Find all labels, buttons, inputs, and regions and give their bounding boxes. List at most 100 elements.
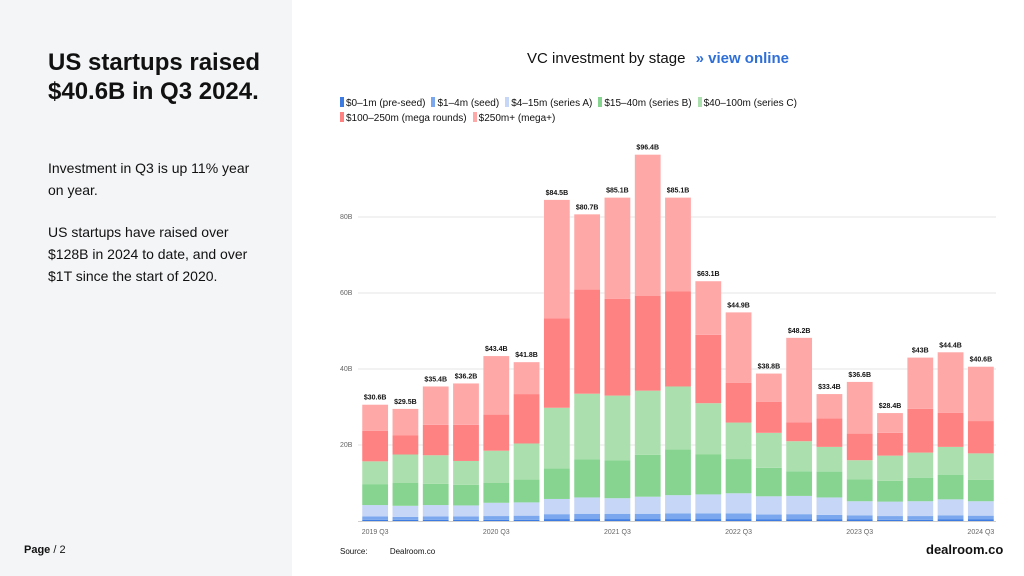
bar-segment <box>695 519 722 521</box>
bar-segment <box>907 516 934 520</box>
bar-segment <box>816 497 843 515</box>
legend-swatch <box>340 97 344 107</box>
bar-segment <box>453 516 479 520</box>
legend-swatch <box>697 97 702 107</box>
bar-segment <box>362 430 389 462</box>
bar-total-label: $30.6B <box>364 395 387 402</box>
bar-segment <box>422 455 449 484</box>
bar-segment <box>846 433 873 461</box>
bar-segment <box>422 516 449 520</box>
bar-segment <box>634 454 661 497</box>
bar-segment <box>846 501 873 516</box>
bar-total-label: $36.2B <box>455 373 478 380</box>
bar-segment <box>816 394 843 419</box>
bar-segment <box>422 519 449 521</box>
bar-segment <box>574 289 601 394</box>
bar-segment <box>786 441 813 472</box>
source-note: Source: Dealroom.co <box>340 547 435 556</box>
bar-segment <box>604 513 631 520</box>
bar-segment <box>816 514 843 520</box>
bar-segment <box>392 516 419 520</box>
y-tick-label: 80B <box>340 214 353 221</box>
bar-segment <box>937 446 964 475</box>
bar-total-label: $84.5B <box>546 190 569 197</box>
bar-segment <box>967 515 994 520</box>
bar-segment <box>967 479 994 502</box>
bar-total-label: $85.1B <box>667 188 690 195</box>
bar-segment <box>634 496 661 514</box>
bar-total-label: $41.8B <box>515 352 538 359</box>
left-panel <box>0 0 292 576</box>
bar-segment <box>634 513 661 520</box>
bar-segment <box>543 514 570 520</box>
page-prefix: Page <box>24 544 51 556</box>
legend-item[interactable]: $1–4m (seed) <box>431 96 499 111</box>
bar-segment <box>422 483 449 506</box>
legend-item[interactable]: $15–40m (series B) <box>598 96 692 111</box>
bar-segment <box>786 471 813 496</box>
bar-segment <box>483 356 510 415</box>
bar-segment <box>392 408 419 436</box>
bar-segment <box>604 460 631 499</box>
bar-segment <box>392 454 419 483</box>
source-value: Dealroom.co <box>389 547 436 556</box>
bar-segment <box>543 407 570 469</box>
legend-item[interactable]: $100–250m (mega rounds) <box>340 111 467 126</box>
bar-segment <box>665 495 691 514</box>
bar-total-label: $44.9B <box>727 302 750 309</box>
bar-segment <box>513 443 540 480</box>
legend-label: $250m+ (mega+) <box>478 113 556 124</box>
bar-segment <box>634 295 661 391</box>
bar-segment <box>362 484 389 506</box>
bar-segment <box>725 513 752 520</box>
bar-segment <box>362 505 389 517</box>
bar-segment <box>907 357 934 409</box>
bar-total-label: $33.4B <box>818 384 841 391</box>
legend-item[interactable]: $4–15m (series A) <box>505 96 592 111</box>
bar-segment <box>604 298 631 396</box>
bar-segment <box>634 154 661 296</box>
bar-segment <box>816 446 843 472</box>
bar-segment <box>877 480 903 502</box>
headline: US startups raised $40.6B in Q3 2024. <box>48 49 261 105</box>
bar-segment <box>967 421 994 454</box>
bar-segment <box>665 386 691 450</box>
chart-title: VC investment by stage » view online <box>292 50 1024 67</box>
bar-total-label: $29.5B <box>394 399 417 406</box>
bar-segment <box>877 519 903 521</box>
bar-total-label: $43B <box>912 348 929 355</box>
legend-item[interactable]: $40–100m (series C) <box>697 96 797 111</box>
bar-total-label: $43.4B <box>485 346 508 353</box>
legend-swatch <box>431 97 436 107</box>
bar-segment <box>877 413 903 433</box>
bar-segment <box>392 505 419 517</box>
bar-segment <box>362 516 389 520</box>
bar-segment <box>846 381 873 434</box>
y-tick-label: 20B <box>340 442 353 449</box>
bar-segment <box>937 352 964 413</box>
bar-segment <box>392 519 419 521</box>
bar-segment <box>877 432 903 456</box>
bar-segment <box>392 435 419 455</box>
bar-segment <box>453 460 479 485</box>
bar-segment <box>725 422 752 460</box>
bar-segment <box>453 484 479 506</box>
bar-segment <box>967 501 994 516</box>
legend-item[interactable]: $0–1m (pre-seed) <box>340 96 425 111</box>
bar-segment <box>907 452 934 478</box>
legend-item[interactable]: $250m+ (mega+) <box>472 111 556 126</box>
summary-paragraph-2: US startups have raised over $128B in 20… <box>48 224 248 284</box>
bar-segment <box>574 459 601 498</box>
bar-segment <box>483 414 510 451</box>
bar-segment <box>907 408 934 453</box>
bar-segment <box>937 412 964 447</box>
view-online-link[interactable]: » view online <box>695 50 789 67</box>
bar-segment <box>513 519 540 521</box>
bar-segment <box>634 519 661 521</box>
bar-segment <box>362 461 389 485</box>
bar-total-label: $80.7B <box>576 204 599 211</box>
legend-swatch <box>472 112 477 122</box>
legend-label: $15–40m (series B) <box>604 98 692 109</box>
bar-segment <box>786 422 813 442</box>
